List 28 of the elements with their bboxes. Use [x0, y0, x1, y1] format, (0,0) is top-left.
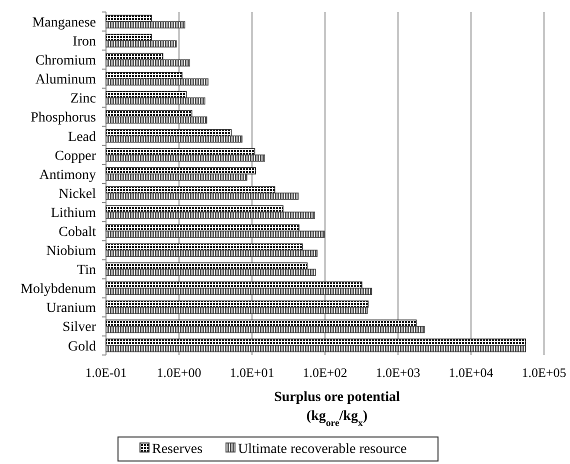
y-tick-label: Zinc	[70, 92, 96, 107]
x-tick-label: 1.0E+02	[302, 365, 348, 380]
x-tick-label: 1.0E+05	[522, 365, 566, 380]
x-tick-label: 1.0E+03	[376, 365, 420, 380]
x-tick-label: 1.0E-01	[85, 365, 127, 380]
y-tick-label: Silver	[62, 320, 96, 336]
legend-label: Reserves	[152, 442, 203, 457]
x-axis-title: Surplus ore potential (kg$_{ore}$/kg$_{x}$)	[274, 390, 400, 428]
y-tick-label: Iron	[72, 34, 96, 50]
x-tick-label: 1.0E+01	[230, 365, 274, 380]
y-tick-label: Manganese	[32, 16, 96, 31]
y-tick-label: Lithium	[50, 206, 96, 221]
y-tick-label: Chromium	[35, 54, 96, 69]
y-tick-label: Molybdenum	[20, 282, 96, 298]
y-tick-label: Copper	[54, 148, 96, 164]
y-tick-label: Lead	[68, 130, 96, 145]
x-tick-label: 1.0E+04	[448, 365, 494, 380]
y-tick-label: Antimony	[39, 168, 96, 183]
y-tick-label: Cobalt	[58, 225, 96, 240]
legend-label: Ultimate recoverable resource	[238, 442, 407, 457]
y-tick-label: Niobium	[46, 244, 96, 260]
y-tick-label: Gold	[68, 339, 96, 354]
y-tick-label: Aluminum	[35, 72, 96, 88]
y-tick-label: Tin	[77, 263, 96, 278]
x-tick-label: 1.0E+00	[156, 365, 202, 380]
y-tick-label: Nickel	[58, 186, 96, 202]
y-tick-label: Phosphorus	[30, 110, 96, 126]
y-tick-label: Uranium	[46, 301, 96, 316]
